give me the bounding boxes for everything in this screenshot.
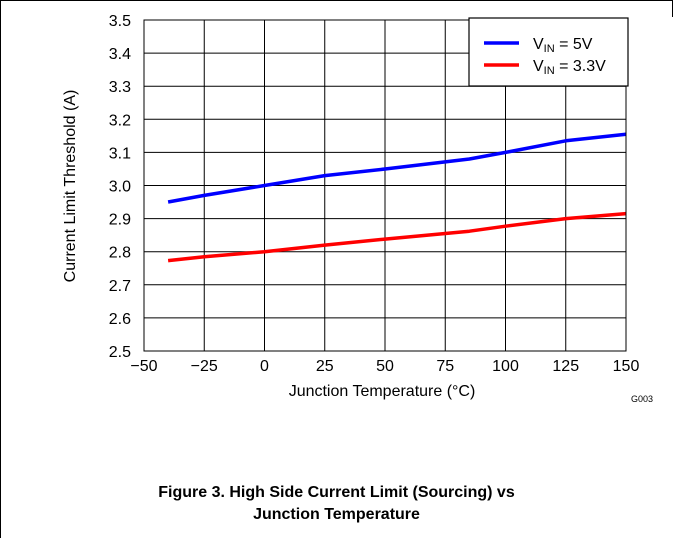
caption-line-1: Figure 3. High Side Current Limit (Sourc…	[158, 484, 515, 501]
x-tick-label: 50	[376, 358, 394, 375]
figure-caption: Figure 3. High Side Current Limit (Sourc…	[0, 482, 673, 526]
y-tick-labels: 2.5 2.6 2.7 2.8 2.9 3.0 3.1 3.2 3.3 3.4 3.5	[109, 13, 131, 361]
y-tick-label: 3.2	[109, 112, 131, 129]
line-chart: 2.5 2.6 2.7 2.8 2.9 3.0 3.1 3.2 3.3 3.4 3.5 −50 −25…	[62, 13, 653, 404]
series-line-0	[167, 132, 627, 204]
legend-label-vin-3v3: VIN = 3.3V	[533, 58, 606, 77]
x-axis-label: Junction Temperature (°C)	[289, 383, 476, 400]
series-lines	[167, 132, 627, 263]
plot-frame	[143, 19, 627, 352]
legend-label-vin-5v: VIN = 5V	[533, 36, 593, 55]
series-line-1	[167, 211, 627, 263]
x-tick-label: 125	[552, 358, 579, 375]
graph-id-label: G003	[631, 394, 653, 404]
y-tick-label: 2.5	[109, 344, 131, 361]
caption-line-2: Junction Temperature	[253, 506, 420, 523]
x-tick-label: 75	[436, 358, 454, 375]
x-tick-label: 100	[492, 358, 519, 375]
y-tick-label: 2.8	[109, 245, 131, 262]
y-tick-label: 2.7	[109, 278, 131, 295]
y-tick-label: 2.6	[109, 311, 131, 328]
legend-box	[468, 17, 629, 87]
x-tick-label: 0	[260, 358, 269, 375]
y-tick-label: 2.9	[109, 212, 131, 229]
x-tick-label: 25	[316, 358, 334, 375]
x-tick-label: −50	[130, 358, 157, 375]
y-tick-label: 3.1	[109, 145, 131, 162]
y-tick-label: 3.3	[109, 79, 131, 96]
x-tick-label: 150	[613, 358, 640, 375]
frame-top-border	[0, 0, 673, 1]
y-tick-label: 3.5	[109, 13, 131, 30]
frame-left-border	[0, 0, 1, 538]
legend: VIN = 5V VIN = 3.3V	[468, 17, 629, 87]
x-tick-labels: −50 −25 0 25 50 75 100 125 150	[130, 358, 639, 375]
x-tick-label: −25	[191, 358, 218, 375]
y-tick-label: 3.4	[109, 46, 131, 63]
y-axis-label: Current Limit Threshold (A)	[62, 90, 79, 283]
y-tick-label: 3.0	[109, 179, 131, 196]
